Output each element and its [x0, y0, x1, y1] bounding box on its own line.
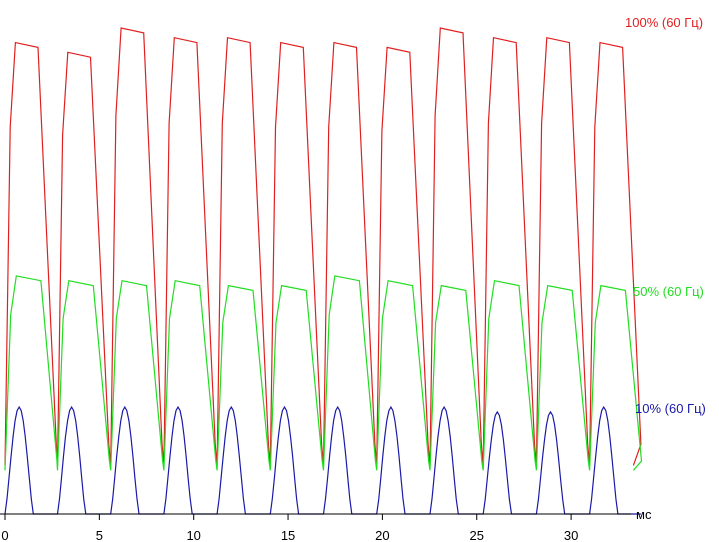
plot-lines — [4, 27, 643, 515]
series-label: 50% (60 Гц) — [633, 284, 704, 299]
x-axis-ticks: 0 5 10 15 20 25 30 — [1, 514, 578, 542]
x-tick-label: 15 — [281, 528, 295, 542]
x-axis-unit: мс — [636, 507, 652, 522]
series-labels: 100% (60 Гц) 50% (60 Гц) 10% (60 Гц) — [625, 15, 706, 416]
x-tick-label: 10 — [186, 528, 200, 542]
series-line — [4, 27, 642, 466]
x-tick-label: 20 — [375, 528, 389, 542]
series-line — [4, 275, 643, 471]
series-label: 100% (60 Гц) — [625, 15, 703, 30]
x-tick-label: 30 — [564, 528, 578, 542]
x-tick-label: 25 — [470, 528, 484, 542]
x-tick-label: 5 — [96, 528, 103, 542]
x-tick-label: 0 — [1, 528, 8, 542]
series-label: 10% (60 Гц) — [635, 401, 706, 416]
x-axis: 0 5 10 15 20 25 30 мс — [0, 507, 652, 542]
